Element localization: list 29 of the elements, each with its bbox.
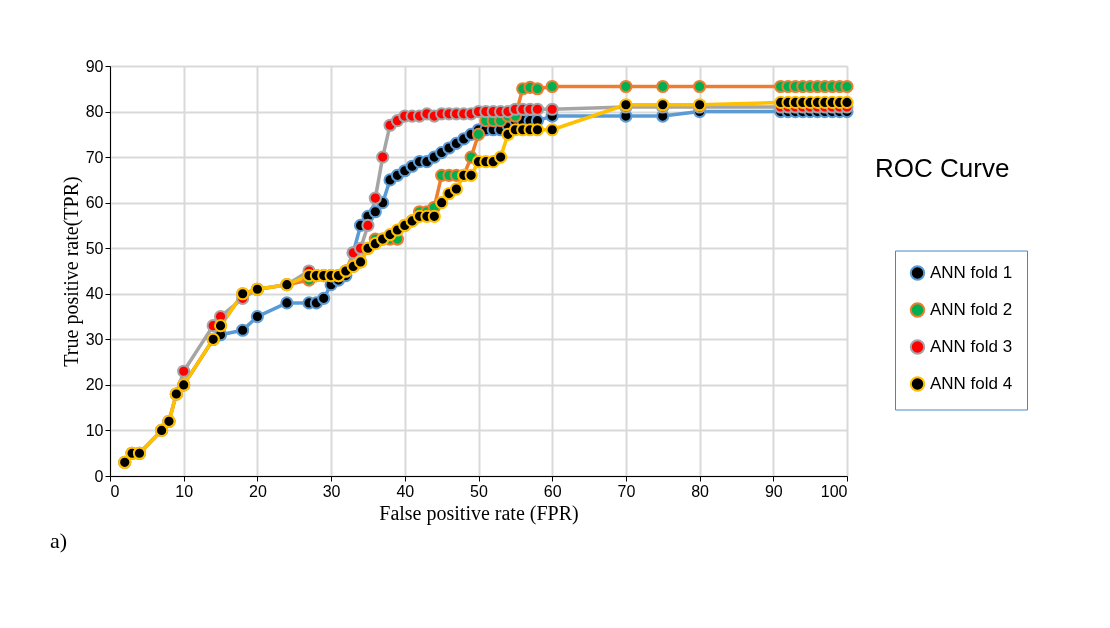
y-tick-label: 30	[85, 330, 104, 348]
x-tick-label: 50	[470, 482, 488, 500]
x-tick-label: 0	[110, 482, 120, 500]
y-tick-label: 20	[85, 376, 104, 394]
legend-label: ANN fold 1	[930, 263, 1013, 282]
y-tick-label: 80	[85, 103, 104, 121]
x-tick-label: 40	[396, 482, 415, 500]
legend-label: ANN fold 4	[930, 374, 1013, 393]
y-axis-title: True positive rate(TPR)	[59, 176, 83, 367]
y-tick-label: 0	[94, 467, 104, 485]
y-tick-label: 60	[85, 194, 104, 212]
x-tick-label: 80	[691, 482, 710, 500]
x-tick-label: 10	[175, 482, 194, 500]
x-tick-label: 100	[820, 482, 848, 500]
y-tick-label: 40	[85, 285, 104, 303]
x-tick-label: 70	[617, 482, 636, 500]
text: ROC Curve	[875, 153, 1010, 183]
legend-label: ANN fold 2	[930, 300, 1013, 319]
x-tick-label: 60	[543, 482, 562, 500]
y-tick-label: 10	[85, 421, 104, 439]
x-tick-label: 30	[322, 482, 341, 500]
x-tick-label: 90	[764, 482, 783, 500]
x-tick-label: 20	[249, 482, 267, 500]
text: a)	[50, 528, 68, 553]
y-tick-label: 50	[85, 239, 104, 257]
y-tick-label: 90	[85, 57, 104, 75]
x-axis-title: False positive rate (FPR)	[379, 501, 579, 525]
legend-label: ANN fold 3	[930, 337, 1013, 356]
y-tick-label: 70	[85, 148, 104, 166]
